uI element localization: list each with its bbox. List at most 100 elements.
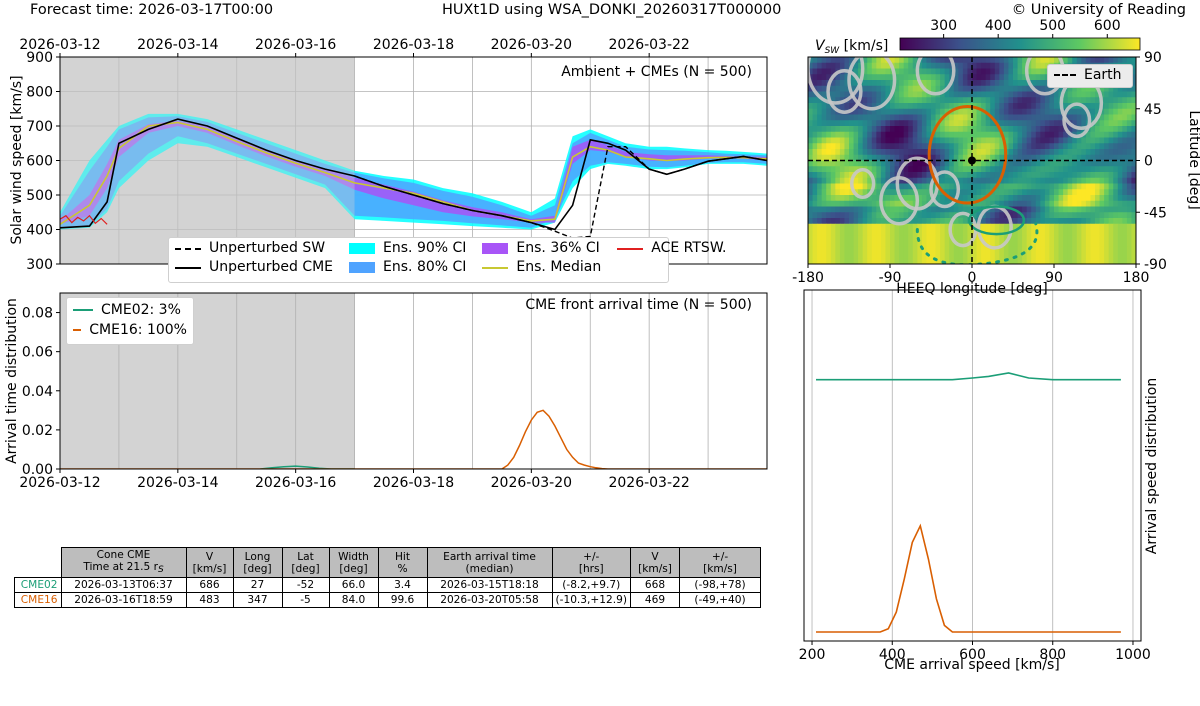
map-cell	[876, 241, 882, 248]
map-cell	[1081, 252, 1087, 259]
map-cell	[912, 97, 918, 104]
map-cell	[985, 154, 991, 161]
map-cell	[839, 218, 845, 225]
map-cell	[935, 143, 941, 150]
map-cell	[830, 246, 836, 253]
map-cell	[1117, 120, 1123, 127]
map-cell	[903, 91, 909, 98]
map-cell	[890, 172, 895, 179]
map-cell	[917, 143, 923, 150]
map-cell	[1117, 172, 1123, 179]
map-cell	[1017, 137, 1023, 144]
map-cell	[821, 143, 827, 150]
map-cell	[1113, 97, 1119, 104]
map-cell	[1108, 246, 1114, 253]
map-cell	[1108, 85, 1114, 92]
map-cell	[958, 91, 964, 98]
map-cell	[940, 252, 946, 259]
speed-ylabel: Solar wind speed [km/s]	[9, 75, 25, 244]
map-cell	[862, 183, 868, 190]
map-cell	[853, 114, 859, 121]
map-cell	[1131, 68, 1136, 75]
map-cell	[1085, 235, 1091, 242]
map-cell	[917, 200, 923, 207]
map-cell	[926, 166, 932, 173]
map-cell	[912, 103, 918, 110]
map-cell	[1076, 212, 1082, 219]
map-cell	[958, 166, 964, 173]
map-cell	[817, 57, 823, 64]
map-cell	[908, 68, 914, 75]
map-cell	[940, 108, 946, 115]
map-cell	[1067, 218, 1073, 225]
map-cell	[1017, 246, 1023, 253]
map-cell	[826, 103, 832, 110]
map-cell	[1131, 149, 1136, 156]
map-cell	[1122, 149, 1128, 156]
map-cell	[839, 154, 845, 161]
map-cell	[962, 74, 968, 81]
map-cell	[839, 120, 845, 127]
map-cell	[899, 241, 905, 248]
map-cell	[985, 97, 991, 104]
map-cell	[1104, 166, 1110, 173]
map-cell	[949, 189, 955, 196]
map-cell	[1058, 246, 1064, 253]
map-cell	[1081, 246, 1087, 253]
map-cell	[994, 137, 1000, 144]
map-cell	[1076, 85, 1082, 92]
map-cell	[981, 235, 987, 242]
map-cell	[935, 103, 941, 110]
map-cell	[962, 252, 968, 259]
map-cell	[908, 246, 914, 253]
map-cell	[1090, 241, 1096, 248]
map-cell	[981, 103, 987, 110]
map-cell	[940, 200, 946, 207]
map-cell	[917, 172, 923, 179]
map-cell	[981, 183, 987, 190]
map-cell	[1026, 200, 1032, 207]
map-cell	[880, 166, 886, 173]
map-cell	[1049, 218, 1055, 225]
map-cell	[985, 200, 991, 207]
map-cell	[940, 166, 946, 173]
map-cell	[926, 172, 932, 179]
map-cell	[1081, 223, 1087, 230]
map-cell	[1108, 114, 1114, 121]
map-cell	[1049, 131, 1055, 138]
map-cell	[972, 258, 977, 264]
map-cell	[1054, 177, 1059, 184]
map-cell	[830, 212, 836, 219]
map-cell	[967, 68, 973, 75]
map-cell	[1131, 200, 1136, 207]
map-cell	[890, 212, 895, 219]
map-cell	[1063, 160, 1069, 167]
map-cell	[912, 149, 918, 156]
map-cell	[853, 252, 859, 259]
map-cell	[903, 241, 909, 248]
map-cell	[871, 103, 877, 110]
map-cell	[958, 246, 964, 253]
map-cell	[876, 229, 882, 236]
map-cell	[1022, 258, 1028, 264]
map-cell	[812, 120, 818, 127]
map-cell	[1031, 74, 1037, 81]
map-cell	[1058, 172, 1064, 179]
map-cell	[1072, 108, 1078, 115]
map-cell	[953, 189, 959, 196]
map-cell	[917, 246, 923, 253]
map-cell	[808, 143, 813, 150]
map-cell	[844, 189, 850, 196]
map-cell	[1026, 212, 1032, 219]
map-cell	[921, 68, 927, 75]
map-cell	[962, 57, 968, 64]
cell: (-8.2,+9.7)	[551, 577, 632, 593]
map-cell	[1122, 97, 1128, 104]
map-cell	[826, 246, 832, 253]
map-cell	[990, 195, 996, 202]
map-cell	[926, 235, 932, 242]
map-cell	[839, 172, 845, 179]
map-cell	[1113, 166, 1119, 173]
map-cell	[899, 160, 905, 167]
map-cell	[1054, 131, 1059, 138]
